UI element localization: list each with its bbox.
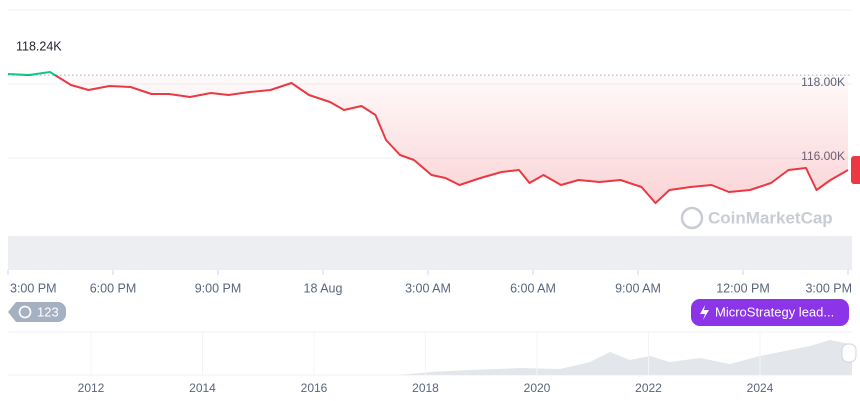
news-title: MicroStrategy lead... [715,304,834,319]
x-tick-label: 3:00 PM [805,281,852,295]
price-line [7,71,849,204]
navigator-year: 2022 [635,381,662,395]
x-tick-label: 9:00 PM [195,281,242,295]
event-count: 123 [37,304,59,319]
event-count-badge[interactable]: 123 [8,302,66,322]
x-tick-label: 6:00 PM [90,281,137,295]
x-tick-label: 6:00 AM [510,281,556,295]
navigator-year: 2012 [78,381,105,395]
navigator-year: 2020 [524,381,551,395]
x-tick-label: 3:00 PM [10,281,57,295]
x-tick-label: 9:00 AM [615,281,661,295]
navigator [8,331,857,376]
news-badge[interactable]: MicroStrategy lead... [691,299,849,326]
x-tick-label: 3:00 AM [405,281,451,295]
navigator-year: 2016 [301,381,328,395]
x-tick-label: 12:00 PM [716,281,770,295]
reference-label: 118.24K [16,39,62,53]
watermark-text: CoinMarketCap [708,208,833,227]
navigator-year: 2014 [189,381,216,395]
volume-area [8,236,852,270]
navigator-year: 2024 [747,381,774,395]
watermark: CoinMarketCap [680,206,833,230]
current-price-tag [851,156,860,184]
price-area [8,72,848,203]
navigator-year: 2018 [412,381,439,395]
x-tick-label: 18 Aug [304,281,343,295]
